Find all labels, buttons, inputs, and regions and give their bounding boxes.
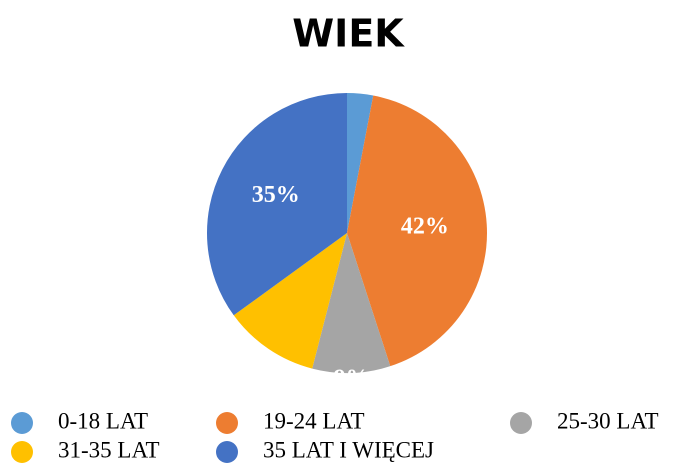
data-label: 42% — [401, 214, 449, 240]
legend-label: 31-35 LAT — [58, 437, 160, 462]
pie-slice — [347, 93, 374, 233]
pie-slice — [347, 95, 488, 367]
legend-swatch — [216, 441, 238, 463]
legend-swatch — [11, 412, 33, 434]
pie-slice — [206, 92, 347, 316]
chart-title: WIEK — [292, 12, 405, 56]
legend-label: 35 LAT I WIĘCEJ — [263, 437, 434, 462]
legend-label: 19-24 LAT — [263, 408, 365, 433]
data-label: 35% — [252, 182, 300, 208]
legend-swatch — [11, 441, 33, 463]
legend-label: 0-18 LAT — [58, 408, 148, 433]
data-label: 9% — [334, 365, 370, 391]
data-label: 11% — [222, 368, 269, 394]
legend-swatch — [510, 412, 532, 434]
legend-label: 25-30 LAT — [557, 408, 659, 433]
pie-slice — [233, 233, 347, 369]
legend-swatch — [216, 412, 238, 434]
data-label: 3% — [344, 56, 380, 82]
pie-slice — [312, 233, 391, 373]
